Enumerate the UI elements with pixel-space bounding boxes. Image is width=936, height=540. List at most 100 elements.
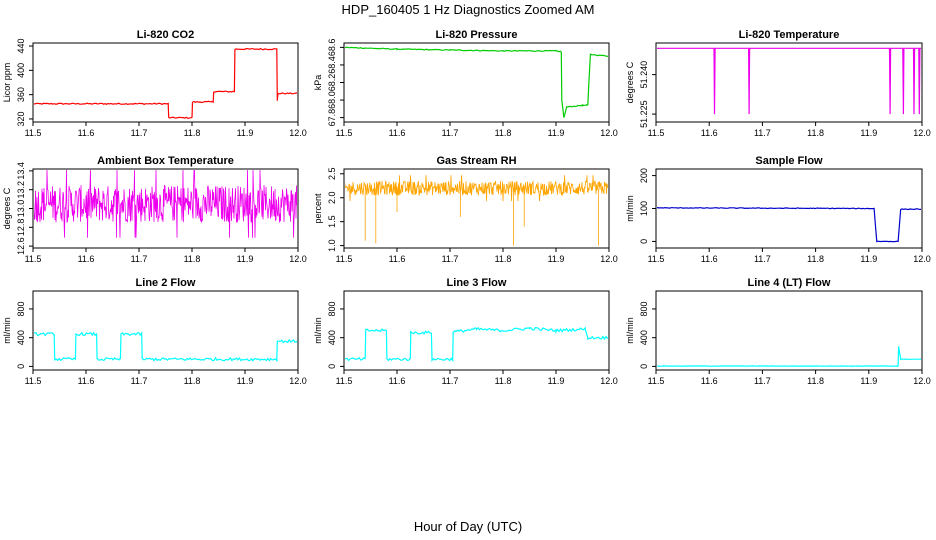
y-tick-label: 800 <box>639 301 649 316</box>
y-tick-label: 68.4 <box>327 56 337 74</box>
y-tick-label: 800 <box>16 301 26 316</box>
y-tick-label: 0 <box>327 364 337 369</box>
x-tick-label: 11.6 <box>701 254 718 264</box>
x-tick-label: 11.5 <box>25 128 42 138</box>
panel-1: Li-820 CO2 Licor ppm 11.5 11.6 11.7 11.8 11.9 1… <box>2 29 307 138</box>
panel-7: Line 2 Flow ml/min 11.5 11.6 11.7 11.8 11.9 12.… <box>2 277 307 386</box>
x-tick-label: 11.5 <box>648 376 665 386</box>
x-tick-label: 11.8 <box>807 128 824 138</box>
y-axis-label: ml/min <box>313 317 323 344</box>
panel-title: Line 3 Flow <box>447 277 507 289</box>
x-tick-label: 11.7 <box>442 376 459 386</box>
x-tick-label: 11.7 <box>754 128 771 138</box>
x-tick-label: 11.7 <box>754 376 771 386</box>
y-tick-label: 1.0 <box>327 239 337 252</box>
y-tick-label: 51.240 <box>639 61 649 89</box>
plot-frame <box>32 290 299 371</box>
panel-title: Li-820 CO2 <box>137 29 194 41</box>
x-tick-label: 11.7 <box>131 254 148 264</box>
y-axis-label: degrees C <box>625 61 635 103</box>
x-tick-label: 11.6 <box>701 376 718 386</box>
panel-8: Line 3 Flow ml/min 11.5 11.6 11.7 11.8 11.9 12.… <box>313 277 618 386</box>
x-tick-label: 11.5 <box>336 376 353 386</box>
series-line <box>657 346 921 367</box>
y-tick-label: 51.225 <box>639 100 649 128</box>
x-tick-label: 11.5 <box>336 254 353 264</box>
panel-title: Li-820 Pressure <box>436 29 518 41</box>
x-tick-label: 11.9 <box>237 376 254 386</box>
y-tick-label: 0 <box>639 364 649 369</box>
x-tick-label: 11.9 <box>237 254 254 264</box>
y-tick-label: 0 <box>16 364 26 369</box>
y-tick-label: 2.5 <box>327 168 337 181</box>
y-tick-label: 68.6 <box>327 39 337 57</box>
plot-frame <box>655 290 923 371</box>
y-tick-label: 12.6 <box>16 237 26 255</box>
figure-title: HDP_160405 1 Hz Diagnostics Zoomed AM <box>342 2 595 17</box>
y-axis-label: kPa <box>313 75 323 91</box>
x-tick-label: 11.9 <box>860 376 877 386</box>
series-line <box>345 326 608 363</box>
panel-9: Line 4 (LT) Flow ml/min 11.5 11.6 11.7 11.8 11… <box>625 277 931 386</box>
x-tick-label: 11.9 <box>548 376 565 386</box>
y-axis-label: degrees C <box>2 187 12 229</box>
x-tick-label: 11.5 <box>25 376 42 386</box>
x-tick-label: 11.7 <box>131 128 148 138</box>
x-tick-label: 11.6 <box>78 254 95 264</box>
y-tick-label: 0 <box>639 239 649 244</box>
panel-grid: Li-820 CO2 Licor ppm 11.5 11.6 11.7 11.8 11.9 1… <box>2 29 931 386</box>
plot-frame <box>32 42 299 123</box>
x-tick-label: 11.6 <box>701 128 718 138</box>
y-axis-label: percent <box>313 193 323 224</box>
y-tick-label: 200 <box>639 168 649 183</box>
x-tick-label: 12.0 <box>600 254 618 264</box>
series-line <box>345 46 608 118</box>
x-tick-label: 12.0 <box>600 376 618 386</box>
x-tick-label: 12.0 <box>289 254 307 264</box>
x-tick-label: 11.8 <box>807 376 824 386</box>
x-tick-label: 11.7 <box>131 376 148 386</box>
y-tick-label: 13.2 <box>16 181 26 199</box>
x-tick-label: 11.7 <box>442 254 459 264</box>
x-tick-label: 11.5 <box>648 128 665 138</box>
panel-title: Gas Stream RH <box>436 155 516 167</box>
plot-frame <box>343 42 610 123</box>
panel-3: Li-820 Temperature degrees C 11.5 11.6 11.7 1… <box>625 29 931 138</box>
series-line <box>34 170 297 238</box>
x-tick-label: 11.5 <box>336 128 353 138</box>
x-tick-label: 11.8 <box>807 254 824 264</box>
x-tick-label: 11.8 <box>184 376 201 386</box>
plot-frame <box>343 168 610 249</box>
series-line <box>657 206 921 243</box>
y-tick-label: 400 <box>16 63 26 78</box>
y-tick-label: 13.4 <box>16 162 26 180</box>
y-tick-label: 400 <box>16 330 26 345</box>
x-tick-label: 11.5 <box>25 254 42 264</box>
y-tick-label: 2.0 <box>327 191 337 204</box>
x-tick-label: 11.7 <box>442 128 459 138</box>
x-tick-label: 11.6 <box>389 128 406 138</box>
x-axis-label: Hour of Day (UTC) <box>414 519 522 534</box>
panel-title: Li-820 Temperature <box>739 29 840 41</box>
y-tick-label: 400 <box>327 330 337 345</box>
x-tick-label: 11.7 <box>754 254 771 264</box>
panel-title: Sample Flow <box>755 155 823 167</box>
y-tick-label: 320 <box>16 111 26 126</box>
panel-4: Ambient Box Temperature degrees C 11.5 11.6… <box>2 155 307 264</box>
panel-title: Line 2 Flow <box>136 277 196 289</box>
x-tick-label: 11.9 <box>860 128 877 138</box>
plot-frame <box>655 42 923 123</box>
x-tick-label: 12.0 <box>913 254 931 264</box>
x-tick-label: 12.0 <box>600 128 618 138</box>
y-tick-label: 13.0 <box>16 200 26 218</box>
x-tick-label: 11.6 <box>389 254 406 264</box>
y-tick-label: 68.0 <box>327 91 337 109</box>
plot-frame <box>343 290 610 371</box>
x-tick-label: 11.8 <box>495 254 512 264</box>
panel-6: Sample Flow ml/min 11.5 11.6 11.7 11.8 11.9 12.… <box>625 155 931 264</box>
y-tick-label: 100 <box>639 201 649 216</box>
y-tick-label: 400 <box>639 330 649 345</box>
x-tick-label: 11.8 <box>495 128 512 138</box>
x-tick-label: 11.9 <box>860 254 877 264</box>
